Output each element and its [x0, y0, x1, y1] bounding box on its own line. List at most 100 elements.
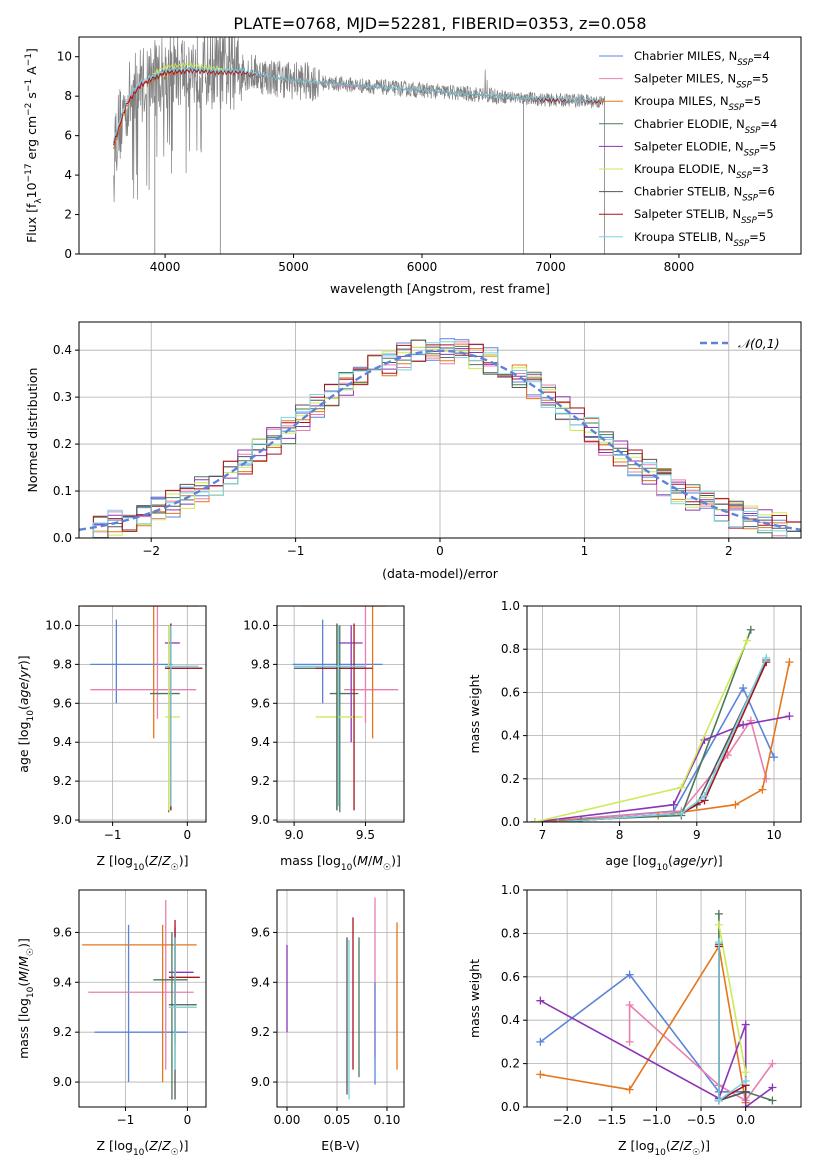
errorbar-point	[88, 899, 194, 1070]
weight-point-marker	[677, 783, 686, 792]
axis-label-part: age	[16, 682, 31, 706]
axis-label-part: −17	[24, 163, 34, 182]
y-tick-label: 0.1	[53, 484, 72, 498]
y-tick-label: 0.0	[501, 815, 520, 829]
axis-label-part: )]	[16, 938, 31, 948]
axis-label-part: 10	[341, 863, 353, 873]
axis-label-part: 10	[133, 863, 145, 873]
y-tick-label: 8	[64, 89, 72, 103]
weight-point-marker	[785, 658, 794, 667]
x-tick-label: 6000	[407, 260, 438, 274]
weight-point-marker	[741, 1068, 750, 1077]
weight-point-marker	[762, 774, 771, 783]
axis-label-part: A	[24, 66, 39, 79]
weight-point-marker	[762, 653, 771, 662]
figure-title: PLATE=0768, MJD=52281, FIBERID=0353, z=0…	[233, 14, 646, 33]
axis-label-part: 10	[24, 182, 39, 198]
x-tick-label: 0	[436, 544, 444, 558]
histogram-salpeter-stelib	[79, 343, 801, 538]
axis-label-part: (	[16, 982, 31, 987]
errorbar-point	[294, 625, 366, 807]
y-tick-label: 9.0	[53, 1075, 72, 1089]
y-tick-label: 9.6	[53, 696, 72, 710]
axis-label-part: /	[158, 1138, 163, 1153]
legend-text: Salpeter MILES, N	[634, 72, 736, 86]
legend-subscript: SSP	[736, 171, 752, 181]
panel-age-vs-Z: −1 09.09.29.49.69.810.0Z [log10(Z/Z☉)]age…	[16, 605, 207, 873]
axes-frame	[526, 889, 802, 1108]
x-tick-label: 9	[693, 828, 701, 842]
legend-text: =5	[759, 139, 776, 153]
x-tick-label: 0	[184, 1113, 192, 1127]
x-tick-label: 4000	[150, 260, 181, 274]
histogram-chabrier-stelib	[79, 339, 801, 538]
errorbar-point	[164, 625, 180, 743]
axis-label-part: age	[673, 853, 697, 868]
axis-label-part: (	[352, 853, 357, 868]
legend-text: Chabrier STELIB, N	[634, 185, 742, 199]
axis-label-part: −1	[24, 79, 34, 92]
axis-label-part: Z [log	[618, 1138, 654, 1153]
legend-entry: Kroupa STELIB, NSSP=5	[634, 230, 766, 249]
x-tick-label: 9.0	[285, 828, 304, 842]
x-tick-label: −1	[287, 544, 305, 558]
plot-area	[82, 606, 203, 813]
legend-entry: Chabrier ELODIE, NSSP=4	[634, 117, 777, 136]
weight-point-marker	[714, 920, 723, 929]
errorbar-point	[82, 924, 197, 1083]
axis-label: mass [log10(M/M☉)]	[280, 853, 401, 873]
axis-label-part: Flux [f	[24, 203, 39, 243]
axis-label-part: Z [log	[96, 1138, 132, 1153]
x-tick-label: 7000	[535, 260, 566, 274]
axis-label-part: M	[372, 853, 383, 868]
axis-label: (data-model)/error	[382, 566, 499, 581]
axis-label-part: mass [log	[280, 853, 341, 868]
histogram-kroupa-stelib	[79, 341, 801, 538]
axis-label-part: 10	[654, 1148, 666, 1158]
axis-label-part: /	[679, 1138, 684, 1153]
legend-text: =5	[752, 72, 769, 86]
axis-label-part: mass weight	[467, 959, 482, 1038]
plot-area	[82, 899, 200, 1100]
legend-subscript: SSP	[737, 58, 753, 68]
weight-point-marker	[769, 753, 778, 762]
y-tick-label: 0.0	[53, 531, 72, 545]
plot-area	[113, 37, 605, 254]
panel-mass-vs-EBV: 0.00 0.05 0.10 9.0 9.2 9.4 9.6 E(B-V)	[251, 889, 405, 1153]
weight-point-marker	[530, 818, 539, 822]
axis-label-part: Z	[670, 1138, 680, 1153]
weight-point-marker	[714, 938, 723, 947]
axis-label-part: age [log	[16, 721, 31, 772]
histogram-chabrier-elodie	[79, 345, 801, 538]
legend-text: =4	[760, 117, 777, 131]
observed-spectrum	[113, 37, 605, 203]
y-tick-label: 1.0	[501, 599, 520, 613]
y-tick-label: 9.4	[251, 975, 270, 989]
axis-label: Flux [fλ10−17 erg cm−2 s−1 A−1]	[24, 48, 44, 243]
axis-label-part: /	[158, 853, 163, 868]
y-tick-label: 9.6	[251, 925, 270, 939]
x-tick-label: 0.05	[324, 1113, 351, 1127]
axis-label-part: (	[144, 853, 149, 868]
y-tick-label: 9.6	[251, 696, 270, 710]
weight-point-marker	[714, 909, 723, 918]
x-tick-label: 2	[725, 544, 733, 558]
axis-label-part: )]	[179, 853, 189, 868]
y-tick-label: 9.2	[53, 1025, 72, 1039]
weight-point-marker	[741, 1103, 750, 1107]
x-tick-label: 7	[539, 828, 547, 842]
axis-label-part: mass [log	[16, 998, 31, 1059]
histogram-salpeter-elodie	[79, 348, 801, 538]
weight-point-marker	[741, 1076, 750, 1085]
weight-line	[540, 944, 747, 1103]
y-tick-label: 0.4	[501, 1013, 520, 1027]
y-tick-label: 10.0	[243, 618, 270, 632]
axes-frame	[276, 889, 405, 1108]
y-tick-label: 9.2	[251, 774, 270, 788]
weight-point-marker	[536, 1070, 545, 1079]
legend-subscript: SSP	[741, 216, 757, 226]
legend-entry: Kroupa MILES, NSSP=5	[634, 94, 761, 113]
legend-text: Salpeter STELIB, N	[634, 207, 741, 221]
axis-label: mass [log10(M/M☉)]	[16, 938, 36, 1059]
